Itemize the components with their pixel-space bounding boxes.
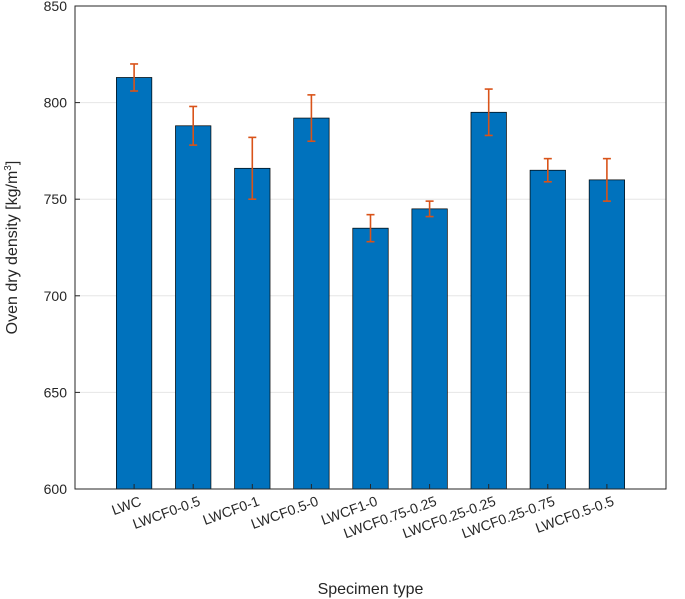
error-bar <box>189 105 198 146</box>
error-bar <box>307 94 316 143</box>
y-tick-label: 750 <box>44 191 68 207</box>
y-axis-label-end: ] <box>4 161 21 165</box>
bar <box>588 179 625 490</box>
x-axis-ticks: LWCLWCF0-0.5LWCF0-1LWCF0.5-0LWCF1-0LWCF0… <box>109 484 616 541</box>
x-axis-label: Specimen type <box>318 581 424 598</box>
y-axis-label: Oven dry density [kg/m3] <box>3 161 21 335</box>
bar <box>529 169 566 490</box>
y-axis-label-superscript: 3 <box>3 165 14 171</box>
bar <box>411 208 448 490</box>
y-axis-label-main: Oven dry density [kg/m <box>4 171 21 335</box>
bar <box>470 111 507 490</box>
bars <box>116 77 625 490</box>
error-bar <box>130 63 139 92</box>
error-bars <box>130 63 611 243</box>
y-tick-label: 700 <box>44 288 68 304</box>
error-bar <box>602 157 611 202</box>
y-tick-label: 600 <box>44 481 68 497</box>
error-bar <box>484 88 493 137</box>
y-axis-ticks: 600 650 700 750 800 850 <box>44 0 80 497</box>
x-tick-label: LWCF0.5-0 <box>249 493 321 532</box>
error-bar <box>366 213 375 243</box>
bar <box>293 117 330 490</box>
bar <box>234 167 271 490</box>
x-tick-label: LWCF0-0.5 <box>130 493 202 532</box>
bar <box>175 125 212 490</box>
bar <box>352 227 389 490</box>
y-tick-label: 800 <box>44 95 68 111</box>
error-bar <box>543 157 552 183</box>
bar <box>116 77 153 490</box>
y-tick-label: 650 <box>44 384 68 400</box>
error-bar <box>425 200 434 218</box>
y-tick-label: 850 <box>44 0 68 14</box>
error-bar <box>248 136 257 200</box>
